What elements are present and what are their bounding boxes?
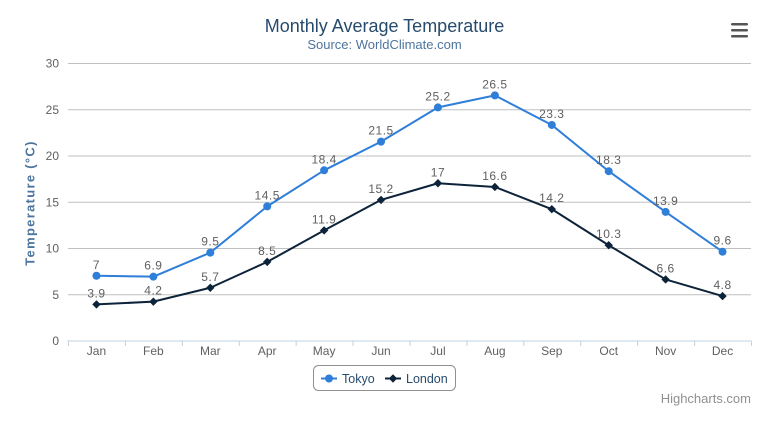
svg-text:7: 7	[93, 258, 100, 272]
svg-text:Apr: Apr	[258, 344, 277, 358]
svg-text:17: 17	[431, 165, 445, 179]
svg-text:Feb: Feb	[143, 344, 164, 358]
svg-text:Monthly Average Temperature: Monthly Average Temperature	[265, 16, 504, 36]
svg-text:25.2: 25.2	[425, 89, 450, 103]
svg-text:9.5: 9.5	[201, 235, 219, 249]
svg-text:26.5: 26.5	[482, 77, 507, 91]
svg-text:5.7: 5.7	[201, 270, 219, 284]
svg-text:Dec: Dec	[712, 344, 733, 358]
svg-text:30: 30	[46, 57, 60, 71]
svg-text:8.5: 8.5	[258, 244, 276, 258]
svg-text:4.2: 4.2	[144, 284, 162, 298]
svg-text:Highcharts.com: Highcharts.com	[661, 391, 751, 406]
svg-text:Source: WorldClimate.com: Source: WorldClimate.com	[307, 37, 461, 52]
svg-text:25: 25	[46, 103, 60, 117]
svg-text:Nov: Nov	[655, 344, 676, 358]
svg-text:Aug: Aug	[484, 344, 505, 358]
svg-text:May: May	[313, 344, 336, 358]
svg-text:15: 15	[46, 195, 60, 209]
svg-text:London: London	[406, 372, 448, 386]
svg-text:18.3: 18.3	[596, 153, 621, 167]
svg-text:Mar: Mar	[200, 344, 221, 358]
svg-text:23.3: 23.3	[539, 107, 564, 121]
svg-text:20: 20	[46, 149, 60, 163]
svg-text:Jan: Jan	[87, 344, 106, 358]
svg-text:21.5: 21.5	[368, 124, 393, 138]
svg-text:16.6: 16.6	[482, 169, 507, 183]
svg-text:Tokyo: Tokyo	[342, 372, 375, 386]
svg-text:10: 10	[46, 242, 60, 256]
svg-text:10.3: 10.3	[596, 227, 621, 241]
svg-text:6.6: 6.6	[657, 261, 675, 275]
svg-text:14.2: 14.2	[539, 191, 564, 205]
svg-text:Jun: Jun	[371, 344, 390, 358]
svg-text:9.6: 9.6	[713, 234, 731, 248]
svg-text:0: 0	[52, 334, 59, 348]
svg-text:14.5: 14.5	[255, 188, 280, 202]
svg-text:13.9: 13.9	[653, 194, 678, 208]
svg-text:5: 5	[52, 288, 59, 302]
svg-text:Jul: Jul	[430, 344, 445, 358]
svg-text:11.9: 11.9	[312, 212, 336, 226]
svg-text:Sep: Sep	[541, 344, 563, 358]
svg-text:3.9: 3.9	[87, 286, 105, 300]
svg-text:18.4: 18.4	[311, 152, 336, 166]
svg-text:4.8: 4.8	[713, 278, 731, 292]
svg-text:15.2: 15.2	[368, 182, 393, 196]
svg-text:Temperature (°C): Temperature (°C)	[23, 140, 38, 265]
svg-text:Oct: Oct	[599, 344, 618, 358]
svg-text:6.9: 6.9	[144, 259, 162, 273]
